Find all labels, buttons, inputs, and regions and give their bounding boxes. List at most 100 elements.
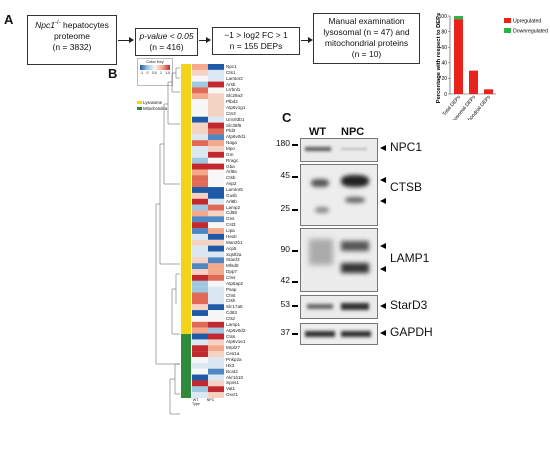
heatmap-cell bbox=[192, 81, 208, 88]
flow-box-foldchange: −1 > log2 FC > 1 n = 155 DEPs bbox=[212, 27, 300, 55]
panel-label-c: C bbox=[282, 110, 292, 125]
chart-ytick-label: 40 bbox=[441, 61, 447, 67]
color-key-ticks: -1 0 0.5 1 1.5 bbox=[140, 71, 170, 75]
heatmap-cell bbox=[208, 216, 224, 223]
legend-swatch-mitochondria bbox=[137, 107, 142, 111]
mw-90: 90 bbox=[280, 244, 290, 254]
chart-ytick-label: 60 bbox=[441, 45, 447, 51]
gene-label: Stard3 bbox=[226, 257, 240, 263]
heatmap-cell bbox=[208, 187, 224, 194]
heatmap-cell bbox=[192, 99, 208, 106]
box4-line3: mitochondrial proteins bbox=[324, 38, 409, 48]
box4-line2: lysosomal (n = 47) and bbox=[323, 27, 410, 37]
heatmap-cell bbox=[208, 134, 224, 141]
heatmap-cell bbox=[192, 116, 208, 123]
heatmap-column-labels: WT NPC Type bbox=[188, 398, 218, 406]
heatmap-cell bbox=[192, 69, 208, 76]
blot-strip-lamp1 bbox=[300, 228, 378, 292]
label-lamp1: LAMP1 bbox=[390, 251, 430, 265]
box2-line1: p-value < 0.05 bbox=[139, 31, 194, 41]
heatmap-cell bbox=[192, 292, 208, 299]
band-lamp1-npc-low bbox=[341, 263, 369, 273]
heatmap-cell bbox=[192, 157, 208, 164]
heatmap-cell bbox=[208, 315, 224, 322]
blot-strip-ctsb bbox=[300, 164, 378, 226]
flow-arrowhead-1 bbox=[129, 37, 134, 43]
flow-arrow-1 bbox=[118, 40, 130, 41]
gene-label: Lamtor5 bbox=[226, 187, 243, 193]
flow-box-manual: Manual examination lysosomal (n = 47) an… bbox=[313, 13, 420, 64]
heatmap-cell bbox=[192, 251, 208, 258]
gene-label: Hk3 bbox=[226, 362, 235, 368]
gene-label: Akr1b10 bbox=[226, 374, 244, 380]
gene-superscript: -/- bbox=[54, 20, 61, 26]
heatmap-cell bbox=[192, 286, 208, 293]
gene-label: Ctsb bbox=[226, 175, 236, 181]
heatmap-cell bbox=[192, 304, 208, 311]
heatmap-cell bbox=[192, 163, 208, 170]
gene-label: Arsb bbox=[226, 81, 236, 87]
heatmap-cell bbox=[208, 304, 224, 311]
gene-label: Acp5 bbox=[226, 245, 237, 251]
gene-label: Gns bbox=[226, 216, 235, 222]
gene-label: Atp6v1e1 bbox=[226, 339, 246, 345]
heatmap-cell bbox=[208, 228, 224, 235]
gene-label: Ctsh bbox=[226, 298, 236, 304]
label-stard3: StarD3 bbox=[390, 298, 428, 312]
heatmap-cell bbox=[192, 257, 208, 264]
heatmap-cell bbox=[192, 233, 208, 240]
gene-label: Gm bbox=[226, 151, 234, 157]
gene-label: Ctn3 bbox=[226, 110, 236, 116]
heatmap-cell bbox=[208, 345, 224, 352]
gene-label: Slc29a3 bbox=[226, 93, 243, 99]
gene-label: Man2b1 bbox=[226, 239, 243, 245]
gene-label: Psap bbox=[226, 286, 237, 292]
box3-n: n = 155 DEPs bbox=[229, 41, 283, 51]
heatmap-cell bbox=[208, 386, 224, 393]
heatmap-cell bbox=[192, 269, 208, 276]
deps-bar-chart: Percentage with respect to DEPs 0 20 40 60 8… bbox=[436, 13, 548, 120]
gene-label: Hexb bbox=[226, 233, 237, 239]
mw-42: 42 bbox=[280, 275, 290, 285]
heatmap-cell bbox=[192, 181, 208, 188]
gene-label: Vat1 bbox=[226, 386, 236, 392]
gene-label: Lamp1 bbox=[226, 321, 241, 327]
heatmap-cell bbox=[192, 93, 208, 100]
chart-legend-swatch bbox=[504, 18, 511, 23]
gene-label: Spns1 bbox=[226, 380, 240, 386]
heatmap-cell bbox=[208, 64, 224, 70]
chart-bar-segment bbox=[469, 70, 478, 94]
band-gapdh-npc bbox=[341, 331, 371, 337]
gene-label: Cd68 bbox=[226, 210, 237, 216]
heatmap-cell bbox=[192, 368, 208, 375]
box1-line2: proteome bbox=[54, 30, 90, 41]
gene-label: Slc35f6 bbox=[226, 122, 242, 128]
legend-mitochondria-label: Mitochondria bbox=[143, 106, 168, 111]
column-label-wt: WT bbox=[192, 398, 199, 402]
color-key-tick: 0.5 bbox=[151, 71, 157, 75]
box4-line1: Manual examination bbox=[328, 16, 405, 26]
mw-tick-180 bbox=[292, 144, 298, 146]
label-gapdh: GAPDH bbox=[390, 325, 433, 339]
heatmap-cell bbox=[208, 116, 224, 123]
heatmap-cell bbox=[208, 368, 224, 375]
lamp1-marker-low bbox=[380, 266, 386, 272]
heatmap-cell bbox=[192, 210, 208, 217]
heatmap-grid bbox=[192, 64, 224, 398]
npc1-marker bbox=[380, 145, 386, 151]
lane-label-npc: NPC bbox=[341, 126, 365, 138]
chart-ylabel: Percentage with respect to DEPs bbox=[436, 13, 442, 104]
gene-label: Gusb bbox=[226, 192, 237, 198]
gene-label: Atp6v1g1 bbox=[226, 105, 246, 111]
column-sublabel: Type bbox=[192, 402, 200, 406]
chart-ytick-label: 20 bbox=[441, 76, 447, 82]
gene-label: Ctss bbox=[226, 333, 236, 339]
blot-strip-gapdh bbox=[300, 323, 378, 345]
heatmap-cell bbox=[192, 204, 208, 211]
chart-ytick-label: 100 bbox=[439, 14, 448, 20]
chart-legend-swatch bbox=[504, 28, 511, 33]
heatmap-cell bbox=[208, 99, 224, 106]
heatmap-cell bbox=[192, 122, 208, 129]
heatmap-legend: Lysosome Mitochondria bbox=[137, 100, 167, 112]
gene-label: Mrpl27 bbox=[226, 345, 241, 351]
